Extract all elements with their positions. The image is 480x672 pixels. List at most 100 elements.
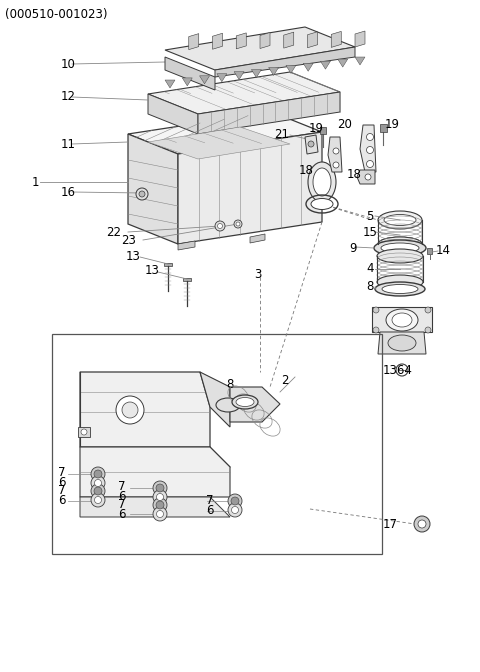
- Circle shape: [122, 402, 138, 418]
- Polygon shape: [236, 33, 246, 49]
- Polygon shape: [260, 32, 270, 48]
- Circle shape: [215, 221, 225, 231]
- Polygon shape: [217, 74, 227, 82]
- Polygon shape: [360, 125, 376, 172]
- Ellipse shape: [375, 282, 425, 296]
- Polygon shape: [380, 124, 387, 132]
- Polygon shape: [378, 332, 426, 354]
- Text: 6: 6: [206, 505, 214, 517]
- Polygon shape: [128, 112, 322, 154]
- Polygon shape: [178, 132, 322, 244]
- Text: 14: 14: [435, 245, 451, 257]
- Polygon shape: [303, 63, 313, 71]
- Circle shape: [156, 511, 164, 517]
- Polygon shape: [234, 72, 244, 80]
- Circle shape: [153, 498, 167, 512]
- Ellipse shape: [377, 275, 423, 289]
- Ellipse shape: [378, 237, 422, 251]
- Text: 7: 7: [206, 493, 214, 507]
- Polygon shape: [286, 65, 296, 73]
- Circle shape: [91, 493, 105, 507]
- Polygon shape: [80, 497, 230, 517]
- Polygon shape: [178, 241, 195, 250]
- Circle shape: [367, 146, 373, 153]
- Ellipse shape: [386, 309, 418, 331]
- Circle shape: [81, 429, 87, 435]
- Circle shape: [153, 481, 167, 495]
- Polygon shape: [200, 76, 210, 84]
- Circle shape: [156, 501, 164, 509]
- Ellipse shape: [232, 395, 258, 409]
- Polygon shape: [80, 447, 230, 497]
- Polygon shape: [198, 92, 340, 134]
- Text: 15: 15: [362, 226, 377, 239]
- Ellipse shape: [308, 162, 336, 202]
- Polygon shape: [308, 32, 317, 48]
- Text: 13: 13: [144, 265, 159, 278]
- Circle shape: [153, 507, 167, 521]
- Polygon shape: [320, 127, 326, 134]
- Text: 16: 16: [60, 185, 75, 198]
- Ellipse shape: [313, 168, 331, 196]
- Polygon shape: [148, 127, 290, 159]
- Polygon shape: [355, 57, 365, 65]
- Polygon shape: [372, 307, 432, 332]
- Text: 19: 19: [309, 122, 324, 136]
- Ellipse shape: [377, 249, 423, 263]
- Circle shape: [95, 497, 101, 503]
- Text: 12: 12: [60, 91, 75, 103]
- Text: 6: 6: [118, 491, 126, 503]
- Circle shape: [228, 494, 242, 508]
- Polygon shape: [165, 27, 355, 70]
- Circle shape: [95, 480, 101, 487]
- Ellipse shape: [216, 398, 240, 412]
- Ellipse shape: [378, 211, 422, 229]
- Circle shape: [418, 520, 426, 528]
- Text: 22: 22: [107, 226, 121, 239]
- Polygon shape: [215, 47, 355, 77]
- Polygon shape: [305, 135, 318, 154]
- Circle shape: [425, 327, 431, 333]
- Ellipse shape: [384, 214, 416, 226]
- Circle shape: [231, 507, 239, 513]
- Polygon shape: [357, 170, 375, 184]
- Text: 1: 1: [31, 175, 39, 189]
- Text: 7: 7: [58, 466, 66, 480]
- Circle shape: [217, 224, 223, 228]
- Circle shape: [234, 220, 242, 228]
- Circle shape: [156, 493, 164, 501]
- Polygon shape: [328, 137, 342, 172]
- Polygon shape: [250, 234, 265, 243]
- Circle shape: [425, 307, 431, 313]
- Ellipse shape: [381, 243, 419, 253]
- Polygon shape: [78, 427, 90, 437]
- Circle shape: [94, 470, 102, 478]
- Text: 6: 6: [118, 509, 126, 521]
- Polygon shape: [128, 134, 178, 244]
- Polygon shape: [182, 78, 192, 86]
- Circle shape: [136, 188, 148, 200]
- Text: 17: 17: [383, 517, 397, 530]
- Text: 3: 3: [254, 269, 262, 282]
- Ellipse shape: [392, 313, 412, 327]
- Circle shape: [94, 487, 102, 495]
- Polygon shape: [165, 80, 175, 88]
- Circle shape: [308, 141, 314, 147]
- Ellipse shape: [311, 198, 333, 210]
- Ellipse shape: [378, 237, 422, 251]
- Text: 18: 18: [299, 163, 313, 177]
- Polygon shape: [148, 94, 198, 134]
- Circle shape: [228, 503, 242, 517]
- Text: 4: 4: [366, 263, 374, 276]
- Text: 7: 7: [118, 480, 126, 493]
- Circle shape: [139, 191, 145, 197]
- Text: 8: 8: [366, 280, 374, 294]
- Text: 18: 18: [347, 167, 361, 181]
- Circle shape: [373, 307, 379, 313]
- Polygon shape: [189, 34, 199, 50]
- Circle shape: [91, 467, 105, 481]
- Polygon shape: [321, 61, 330, 69]
- Text: 13: 13: [126, 249, 141, 263]
- Text: 20: 20: [337, 118, 352, 132]
- Ellipse shape: [236, 398, 254, 407]
